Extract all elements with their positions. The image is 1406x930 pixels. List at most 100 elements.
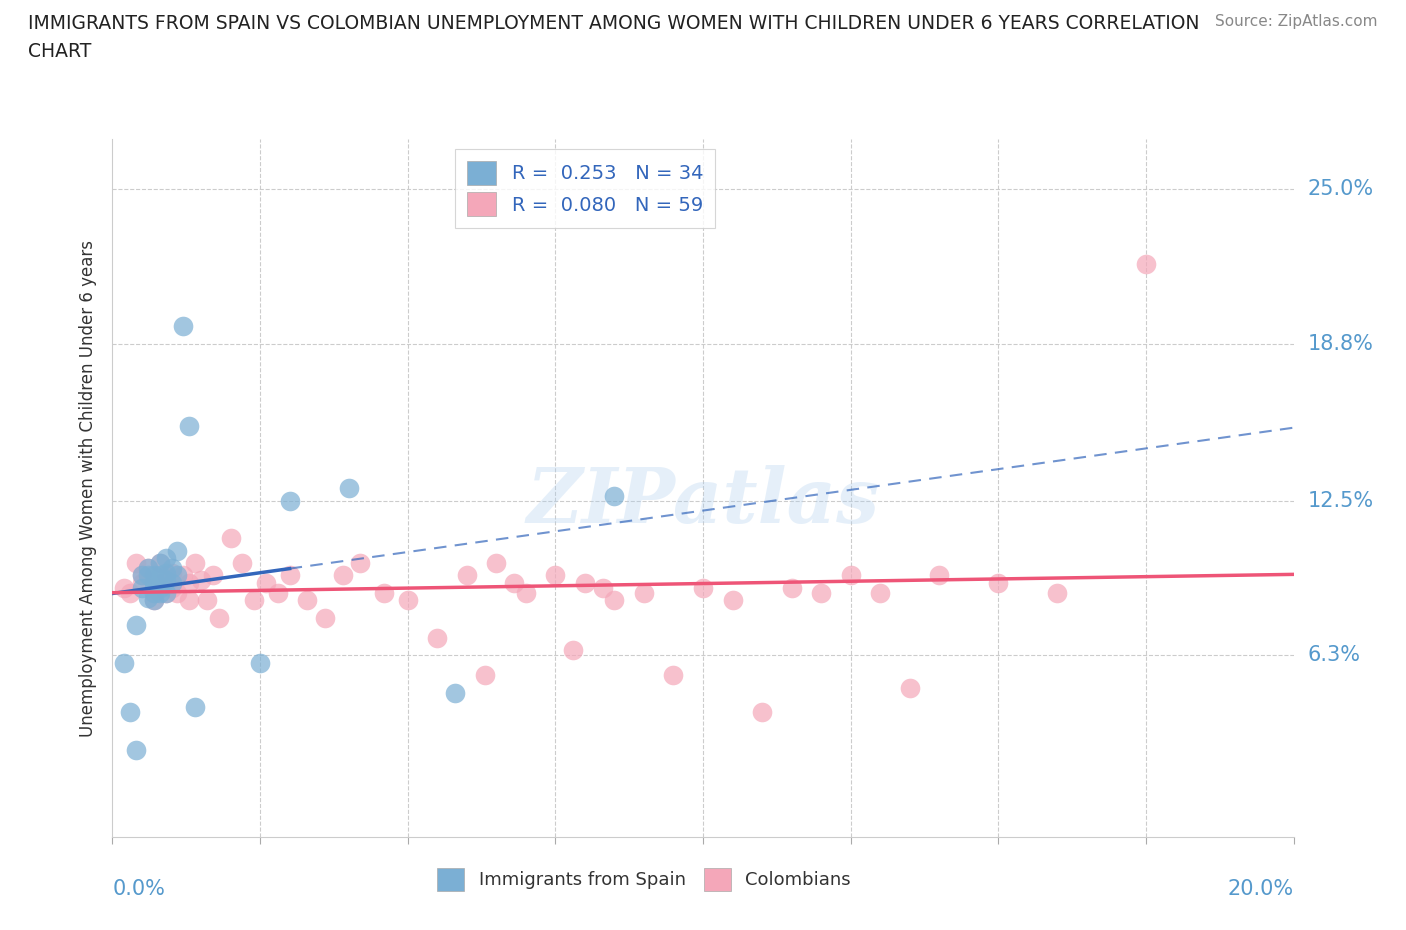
Point [142, 580, 165, 595]
Text: CHART: CHART [28, 42, 91, 60]
Point [503, 576, 526, 591]
Text: 6.3%: 6.3% [1308, 645, 1361, 665]
Point [142, 576, 165, 591]
Text: 20.0%: 20.0% [1227, 879, 1294, 898]
Point [337, 481, 360, 496]
Point [155, 551, 177, 565]
Point [898, 680, 921, 695]
Point [474, 668, 496, 683]
Point [155, 565, 177, 580]
Point [485, 555, 508, 570]
Point [278, 568, 301, 583]
Text: Source: ZipAtlas.com: Source: ZipAtlas.com [1215, 14, 1378, 29]
Point [810, 586, 832, 601]
Point [149, 568, 172, 583]
Point [692, 580, 714, 595]
Text: 18.8%: 18.8% [1308, 334, 1374, 353]
Point [166, 568, 188, 583]
Point [160, 576, 183, 591]
Point [1135, 257, 1157, 272]
Point [155, 573, 177, 588]
Point [332, 568, 354, 583]
Text: 12.5%: 12.5% [1308, 491, 1374, 511]
Text: 25.0%: 25.0% [1308, 179, 1374, 199]
Point [112, 580, 135, 595]
Point [662, 668, 685, 683]
Point [131, 568, 153, 583]
Point [987, 576, 1010, 591]
Point [149, 576, 172, 591]
Point [125, 618, 148, 632]
Point [396, 593, 419, 608]
Text: IMMIGRANTS FROM SPAIN VS COLOMBIAN UNEMPLOYMENT AMONG WOMEN WITH CHILDREN UNDER : IMMIGRANTS FROM SPAIN VS COLOMBIAN UNEMP… [28, 14, 1199, 33]
Point [201, 568, 224, 583]
Point [603, 593, 626, 608]
Point [249, 656, 271, 671]
Point [131, 576, 153, 591]
Y-axis label: Unemployment Among Women with Children Under 6 years: Unemployment Among Women with Children U… [79, 240, 97, 737]
Point [149, 555, 172, 570]
Point [373, 586, 395, 601]
Point [349, 555, 371, 570]
Point [603, 488, 626, 503]
Point [231, 555, 253, 570]
Point [562, 643, 585, 658]
Point [426, 631, 449, 645]
Point [254, 576, 277, 591]
Point [184, 700, 207, 715]
Point [633, 586, 655, 601]
Point [179, 576, 201, 591]
Point [172, 568, 194, 583]
Point [179, 418, 201, 433]
Point [721, 593, 744, 608]
Point [112, 656, 135, 671]
Point [160, 565, 183, 580]
Text: ZIPatlas: ZIPatlas [526, 465, 880, 539]
Legend: Immigrants from Spain, Colombians: Immigrants from Spain, Colombians [430, 861, 858, 897]
Point [243, 593, 266, 608]
Point [574, 576, 596, 591]
Point [780, 580, 803, 595]
Point [184, 555, 207, 570]
Point [1046, 586, 1069, 601]
Point [125, 555, 148, 570]
Point [751, 705, 773, 720]
Point [166, 586, 188, 601]
Point [142, 593, 165, 608]
Point [120, 705, 142, 720]
Point [160, 561, 183, 576]
Point [219, 531, 242, 546]
Point [839, 568, 862, 583]
Point [297, 593, 319, 608]
Point [142, 586, 165, 601]
Point [314, 610, 336, 625]
Point [149, 555, 172, 570]
Point [444, 685, 467, 700]
Point [190, 573, 212, 588]
Point [136, 561, 159, 576]
Point [131, 568, 153, 583]
Point [515, 586, 537, 601]
Point [267, 586, 290, 601]
Point [136, 568, 159, 583]
Point [179, 593, 201, 608]
Point [456, 568, 478, 583]
Point [120, 586, 142, 601]
Point [544, 568, 567, 583]
Point [928, 568, 950, 583]
Point [131, 580, 153, 595]
Point [125, 742, 148, 757]
Point [155, 586, 177, 601]
Point [136, 561, 159, 576]
Point [149, 580, 172, 595]
Point [869, 586, 891, 601]
Text: 0.0%: 0.0% [112, 879, 166, 898]
Point [160, 580, 183, 595]
Point [278, 493, 301, 508]
Point [208, 610, 231, 625]
Point [136, 591, 159, 605]
Point [149, 586, 172, 601]
Point [155, 586, 177, 601]
Point [155, 568, 177, 583]
Point [166, 543, 188, 558]
